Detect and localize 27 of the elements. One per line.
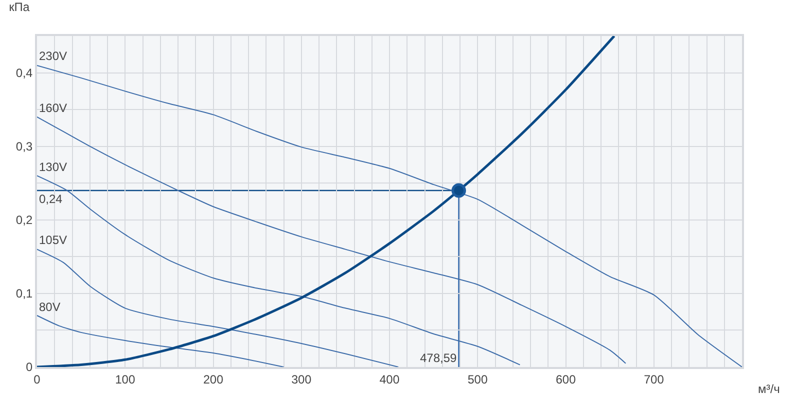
x-tick-label: 600: [556, 372, 576, 386]
y-tick-label: 0,4: [16, 66, 33, 80]
line-series: [37, 175, 520, 366]
line-series: [37, 116, 626, 364]
x-axis-title: м³/ч: [758, 382, 780, 396]
x-tick-label: 700: [644, 372, 664, 386]
series-label: 130V: [39, 160, 68, 174]
y-axis-title: кПа: [9, 0, 30, 14]
x-tick-label: 400: [379, 372, 400, 386]
line-series: [37, 64, 742, 367]
x-tick-label: 200: [203, 372, 224, 386]
series-label: 230V: [39, 49, 68, 63]
series-label: 160V: [39, 101, 68, 115]
x-tick-label: 100: [115, 372, 136, 386]
y-tick-label: 0,3: [16, 140, 33, 154]
line-series: [37, 36, 616, 367]
ref-line-label: 0,24: [39, 192, 63, 206]
line-series: [37, 248, 399, 367]
y-tick-label: 0,1: [16, 286, 33, 301]
x-tick-label: 500: [468, 372, 488, 386]
ref-line-label: 478,59: [420, 351, 458, 365]
x-tick-label: 300: [291, 372, 312, 386]
series-label: 105V: [39, 233, 68, 247]
line-series: [37, 315, 284, 367]
series-label: 80V: [39, 300, 60, 314]
y-tick-label: 0: [26, 360, 33, 374]
y-tick-label: 0,2: [16, 213, 33, 228]
